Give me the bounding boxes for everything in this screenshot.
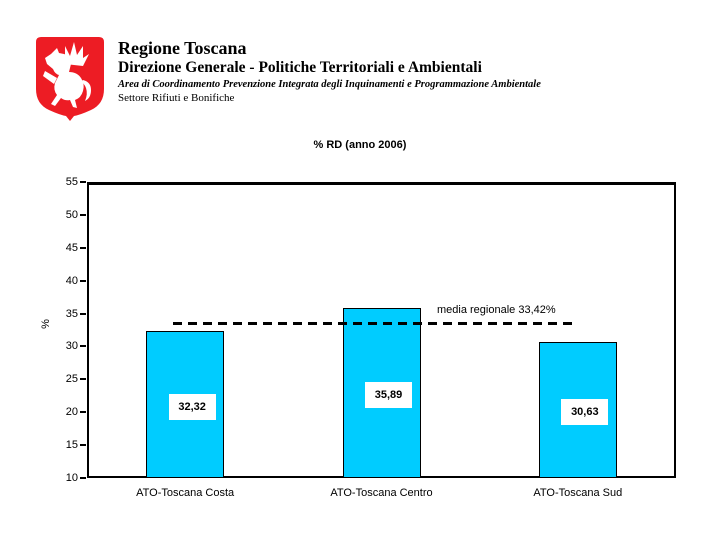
y-tick-mark [80, 312, 86, 315]
y-tick-label: 40 [65, 274, 78, 287]
category-label: ATO-Toscana Centro [330, 487, 433, 499]
y-tick-mark [80, 411, 86, 414]
y-tick-label: 30 [65, 340, 78, 353]
tuscany-coat-of-arms [36, 37, 104, 121]
header-division: Direzione Generale - Politiche Territori… [118, 59, 482, 76]
header-area: Area di Coordinamento Prevenzione Integr… [118, 79, 541, 90]
y-tick-mark [80, 181, 86, 183]
bar-value-label: 30,63 [561, 399, 609, 426]
pegasus-icon [43, 42, 91, 108]
y-tick-mark [80, 378, 86, 381]
y-tick-label: 25 [65, 373, 78, 386]
y-tick-mark [80, 246, 86, 249]
y-tick-label: 20 [65, 406, 78, 419]
chart-title: % RD (anno 2006) [313, 139, 407, 151]
category-label: ATO-Toscana Sud [533, 487, 623, 499]
y-tick-label: 15 [65, 439, 78, 452]
header-sector: Settore Rifiuti e Bonifiche [118, 92, 235, 104]
header-organization: Regione Toscana [118, 38, 247, 58]
y-tick-label: 10 [65, 472, 78, 484]
reference-line-label: media regionale 33,42% [435, 303, 558, 316]
y-tick-mark [80, 345, 86, 348]
bar-value-label: 32,32 [168, 393, 216, 420]
bar-value-label: 35,89 [365, 381, 412, 408]
y-tick-mark [80, 279, 86, 282]
y-tick-label: 45 [65, 241, 78, 254]
y-tick-label: 35 [65, 307, 78, 320]
y-tick-label: 50 [65, 208, 78, 221]
category-label: ATO-Toscana Costa [136, 487, 235, 499]
y-tick-mark [80, 213, 86, 216]
y-tick-mark [80, 477, 86, 479]
reference-line [173, 322, 572, 326]
y-tick-mark [80, 444, 86, 447]
y-tick-label: 55 [65, 176, 78, 188]
